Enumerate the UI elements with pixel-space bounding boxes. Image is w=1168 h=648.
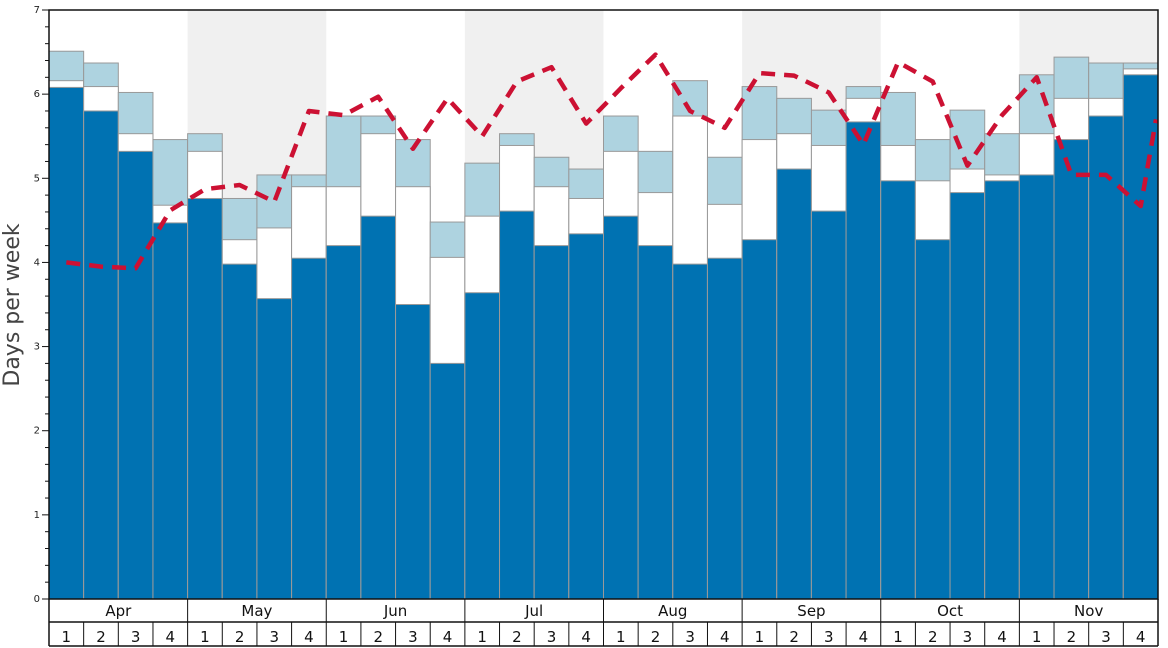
week-label: 2 (651, 628, 661, 646)
bar-dark-23 (810, 210, 847, 600)
month-label-jul: Jul (524, 602, 543, 620)
week-label: 2 (512, 628, 522, 646)
y-tick-label-0: 0 (34, 594, 40, 605)
week-label: 1 (200, 628, 210, 646)
bar-dark-28 (984, 180, 1020, 600)
bar-dark-13 (464, 292, 501, 600)
bar-dark-22 (776, 168, 812, 600)
y-axis: 0 1 2 3 4 5 6 7 (34, 5, 49, 605)
dashed-line (66, 52, 1159, 271)
week-label: 1 (755, 628, 765, 646)
bar-dark-32 (1122, 74, 1159, 600)
week-label: 2 (789, 628, 799, 646)
bar-dark-3 (117, 150, 154, 600)
bar-dark-24 (845, 121, 882, 600)
bar-dark-20 (706, 257, 743, 600)
y-tick-label-5: 5 (34, 173, 40, 184)
bar-dark-11 (395, 304, 431, 600)
bar-dark-15 (533, 245, 570, 600)
bar-dark-16 (568, 233, 604, 600)
bar-dark-31 (1088, 115, 1124, 600)
dashed-series-line (66, 52, 1159, 271)
week-label: 3 (824, 628, 834, 646)
month-label-apr: Apr (105, 602, 132, 620)
week-label: 3 (269, 628, 279, 646)
bar-dark-25 (880, 180, 916, 600)
bar-dark-12 (429, 362, 466, 600)
y-tick-label-6: 6 (34, 89, 40, 100)
week-label: 1 (62, 628, 72, 646)
y-tick-label-3: 3 (34, 342, 40, 353)
bar-dark-29 (1018, 174, 1055, 600)
week-label: 4 (859, 628, 869, 646)
week-label: 4 (1136, 628, 1146, 646)
month-label-nov: Nov (1074, 602, 1103, 620)
bar-dark-6 (221, 263, 258, 600)
week-label: 4 (304, 628, 314, 646)
bar-dark-18 (637, 245, 674, 600)
bar-dark-27 (949, 192, 986, 600)
week-label: 2 (96, 628, 106, 646)
week-label: 4 (166, 628, 176, 646)
bar-dark-10 (360, 215, 397, 600)
week-label: 2 (373, 628, 383, 646)
bar-dark-1 (48, 86, 85, 600)
bar-dark-19 (672, 263, 708, 600)
week-label: 1 (339, 628, 349, 646)
month-label-may: May (241, 602, 272, 620)
bar-dark-26 (914, 239, 951, 600)
week-label: 1 (477, 628, 487, 646)
x-axis: Apr 1 2 3 4 May 1 2 3 4 Jun 1 2 3 4 Jul 1 2 3 4 Aug 1 2 3 4 Sep 1 2… (48, 599, 1159, 647)
week-label: 1 (616, 628, 626, 646)
week-label: 3 (963, 628, 973, 646)
y-tick-label-4: 4 (34, 257, 40, 268)
y-tick-label-1: 1 (34, 510, 40, 521)
bar-dark-21 (741, 239, 778, 600)
month-label-sep: Sep (797, 602, 825, 620)
week-label: 1 (1032, 628, 1042, 646)
week-label: 3 (547, 628, 557, 646)
week-label: 1 (893, 628, 903, 646)
week-label: 2 (1067, 628, 1077, 646)
y-tick-label-2: 2 (34, 426, 40, 437)
bar-dark-7 (256, 298, 293, 600)
bar-dark-9 (325, 245, 362, 600)
month-label-oct: Oct (937, 602, 963, 620)
week-label: 4 (581, 628, 591, 646)
bars (48, 50, 1159, 600)
week-label: 3 (685, 628, 695, 646)
month-label-aug: Aug (658, 602, 687, 620)
month-label-jun: Jun (383, 602, 407, 620)
bar-dark-4 (152, 222, 189, 600)
bar-dark-14 (499, 210, 535, 600)
week-label: 4 (997, 628, 1007, 646)
y-tick-label-7: 7 (34, 5, 40, 16)
bar-dark-17 (603, 215, 639, 600)
week-label: 3 (131, 628, 141, 646)
bar-dark-30 (1053, 139, 1090, 600)
week-label: 3 (408, 628, 418, 646)
week-label: 2 (235, 628, 245, 646)
bar-dark-2 (83, 110, 119, 600)
week-label: 4 (443, 628, 453, 646)
week-label: 2 (928, 628, 938, 646)
week-label: 3 (1101, 628, 1111, 646)
y-axis-label: Days per week (0, 223, 25, 386)
week-label: 4 (720, 628, 730, 646)
bar-dark-5 (187, 197, 223, 600)
bar-dark-8 (291, 257, 327, 600)
